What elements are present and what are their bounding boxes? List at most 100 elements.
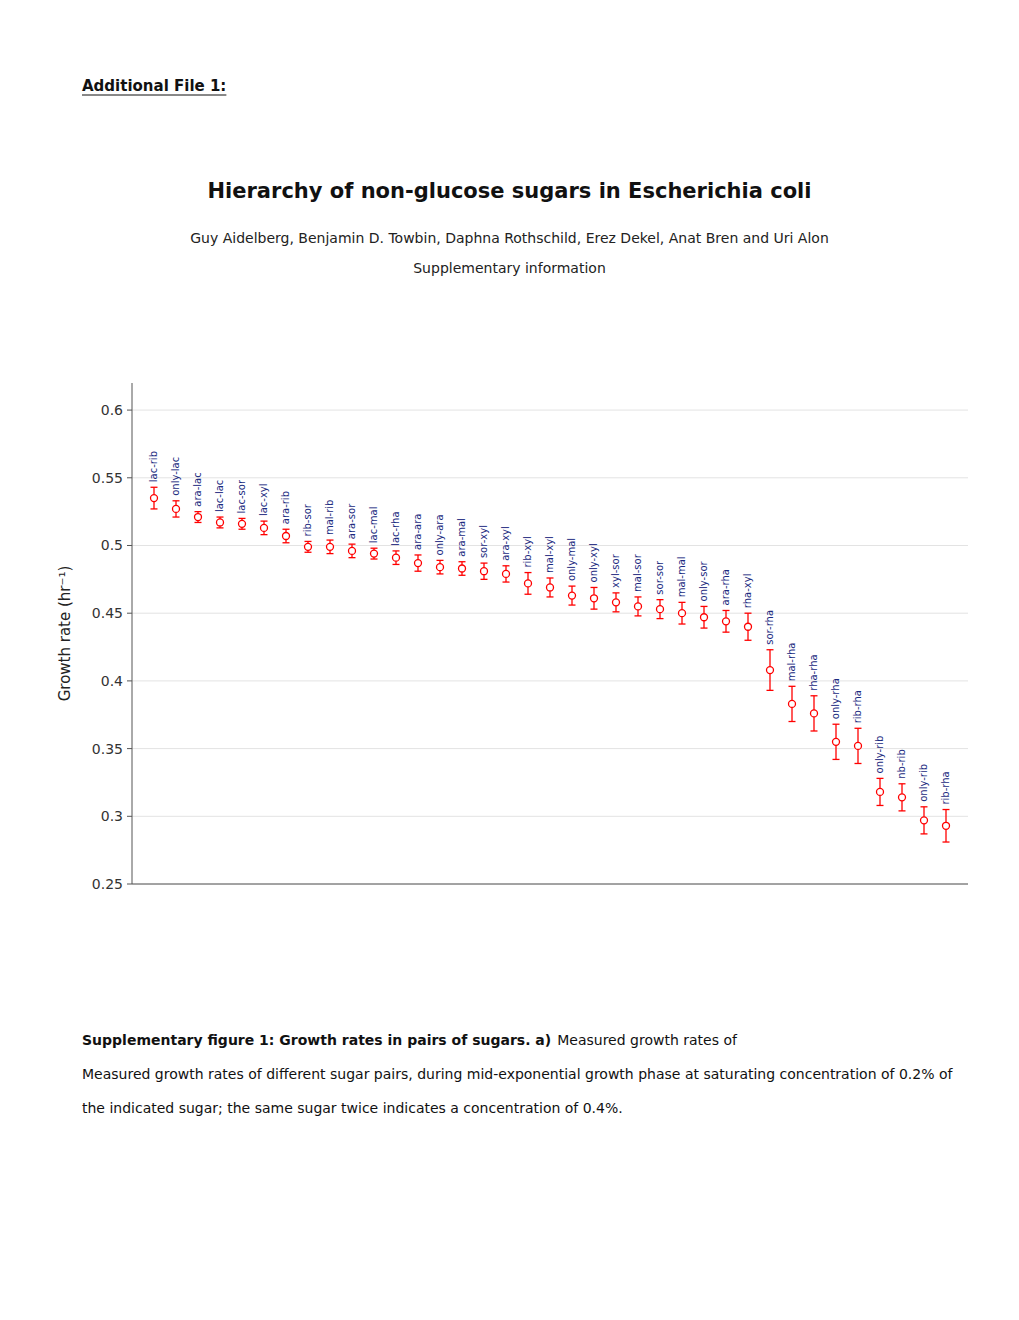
category-label: ara-lac <box>193 472 204 506</box>
point <box>415 560 422 567</box>
error-cap <box>591 608 598 609</box>
point <box>349 547 356 554</box>
point <box>503 570 510 577</box>
category-label: ara-rha <box>721 569 732 605</box>
category-label: ara-mal <box>457 518 468 557</box>
point <box>569 592 576 599</box>
error-cap <box>305 541 312 542</box>
error-cap <box>811 695 818 696</box>
category-label: lac-lac <box>215 480 226 512</box>
error-bar <box>371 548 378 559</box>
error-bar <box>811 696 818 731</box>
grid-line <box>132 613 968 614</box>
error-cap <box>833 724 840 725</box>
error-bar <box>459 562 466 576</box>
error-cap <box>195 522 202 523</box>
error-cap <box>723 610 730 611</box>
tick-label: 0.35 <box>92 741 123 757</box>
point <box>327 543 334 550</box>
error-cap <box>789 686 796 687</box>
error-cap <box>723 631 730 632</box>
point <box>943 822 950 829</box>
caption: Measured growth rates of different sugar… <box>82 1066 953 1082</box>
error-bar <box>503 566 510 582</box>
error-bar <box>261 521 268 535</box>
caption: Measured growth rates of <box>557 1032 738 1048</box>
category-label: rib-rha <box>941 771 952 804</box>
error-cap <box>789 721 796 722</box>
error-cap <box>173 516 180 517</box>
error-cap <box>855 728 862 729</box>
point <box>459 565 466 572</box>
error-cap <box>525 594 532 595</box>
category-label: lac-mal <box>369 507 380 544</box>
category-label: only-xyl <box>589 543 600 582</box>
error-bar <box>327 540 334 554</box>
error-cap <box>525 572 532 573</box>
tick-label: 0.6 <box>101 402 123 418</box>
error-cap <box>767 690 774 691</box>
point <box>173 505 180 512</box>
error-cap <box>899 810 906 811</box>
error-cap <box>547 577 554 578</box>
category-label: ara-sor <box>347 503 358 539</box>
tick-label: 0.55 <box>92 470 123 486</box>
category-label: lac-xyl <box>259 483 270 516</box>
error-cap <box>613 592 620 593</box>
error-cap <box>547 596 554 597</box>
error-cap <box>261 534 268 535</box>
error-bar <box>217 517 224 528</box>
category-label: lac-rib <box>149 451 160 482</box>
error-cap <box>569 604 576 605</box>
point <box>635 603 642 610</box>
tick-mark <box>127 816 132 817</box>
tick-mark <box>127 410 132 411</box>
error-cap <box>217 527 224 528</box>
supplementary: Supplementary information <box>413 260 606 276</box>
error-cap <box>151 508 158 509</box>
category-label: mal-sor <box>633 553 644 592</box>
error-bar <box>481 563 488 579</box>
category-label: rib-rha <box>853 690 864 723</box>
error-cap <box>349 543 356 544</box>
category-label: mal-mal <box>677 556 688 597</box>
error-cap <box>811 730 818 731</box>
grid-line <box>132 748 968 749</box>
tick-label: 0.3 <box>101 808 123 824</box>
error-cap <box>173 500 180 501</box>
error-bar <box>921 807 928 834</box>
point <box>921 817 928 824</box>
error-bar <box>767 650 774 691</box>
category-label: rib-sor <box>303 503 314 536</box>
category-label: rib-xyl <box>523 536 534 567</box>
error-cap <box>459 561 466 562</box>
error-bar <box>591 587 598 609</box>
error-bar <box>679 602 686 624</box>
error-cap <box>745 640 752 641</box>
tick-mark <box>127 884 132 885</box>
error-cap <box>701 627 708 628</box>
error-bar <box>701 606 708 628</box>
category-label: mal-rib <box>325 500 336 536</box>
category-label: rha-rha <box>809 654 820 690</box>
error-cap <box>349 557 356 558</box>
error-bar <box>349 544 356 558</box>
point <box>767 667 774 674</box>
category-label: only-rib <box>875 736 886 774</box>
point <box>899 794 906 801</box>
category-label: mal-rha <box>787 643 798 682</box>
error-cap <box>415 571 422 572</box>
category-label: ara-ara <box>413 514 424 550</box>
point <box>723 618 730 625</box>
file-label: Additional File 1: <box>82 77 226 95</box>
category-label: sor-xyl <box>479 525 490 558</box>
error-cap <box>833 759 840 760</box>
error-bar <box>833 724 840 759</box>
error-cap <box>393 564 400 565</box>
error-cap <box>393 550 400 551</box>
error-cap <box>239 518 246 519</box>
error-cap <box>679 623 686 624</box>
error-bar <box>613 593 620 612</box>
y-axis-label: Growth rate (hr⁻¹) <box>56 566 74 702</box>
tick-mark <box>127 477 132 478</box>
